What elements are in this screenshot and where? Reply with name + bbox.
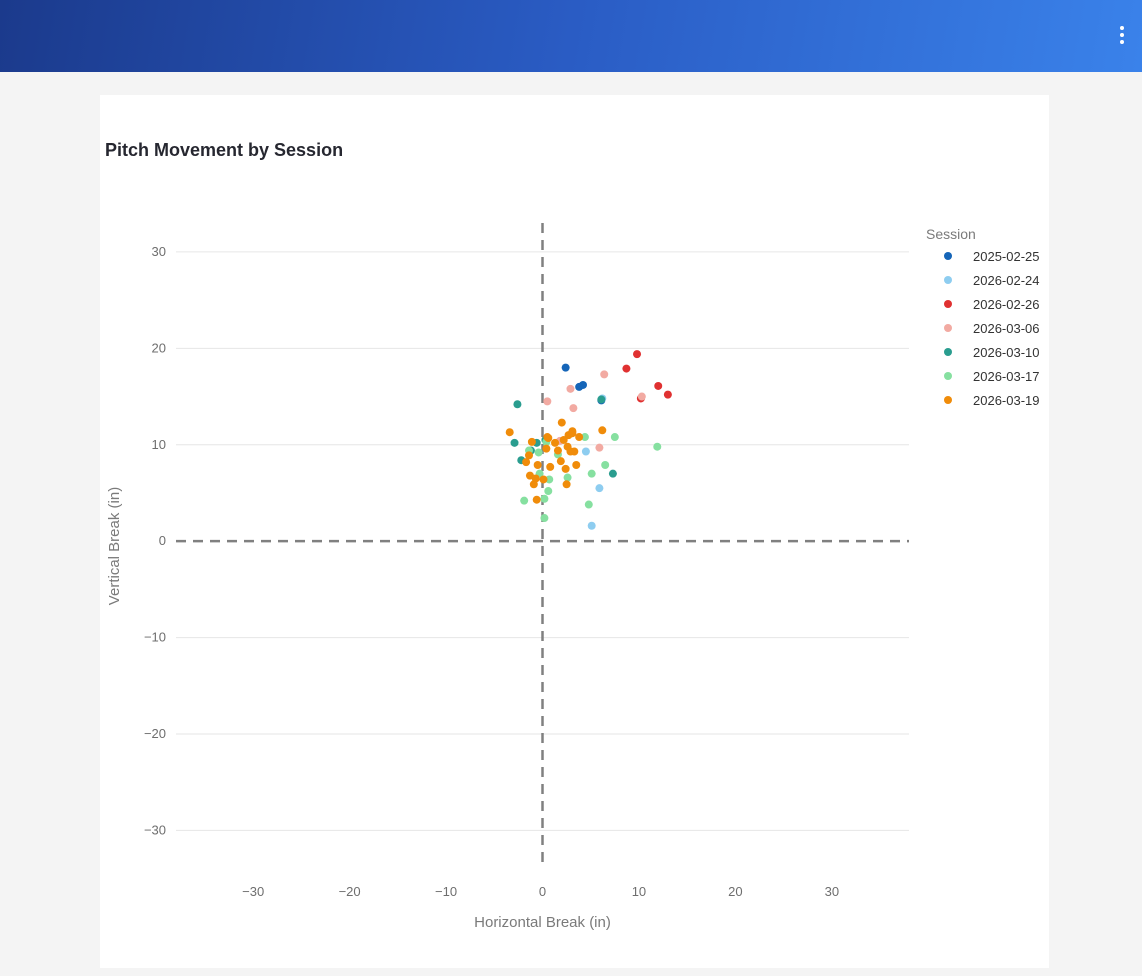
data-point xyxy=(557,418,566,427)
data-point xyxy=(540,514,549,523)
data-point xyxy=(544,434,553,443)
data-point xyxy=(575,433,584,442)
x-tick-label: 30 xyxy=(825,884,839,899)
data-point xyxy=(529,480,538,489)
data-point xyxy=(569,404,578,413)
x-tick-label: 20 xyxy=(728,884,742,899)
data-point xyxy=(553,446,562,455)
x-axis-label: Horizontal Break (in) xyxy=(474,914,611,931)
data-point xyxy=(566,384,575,393)
x-tick-label: −20 xyxy=(339,884,361,899)
x-tick-label: 10 xyxy=(632,884,646,899)
data-point xyxy=(551,438,560,447)
data-point xyxy=(580,433,589,442)
data-point xyxy=(545,475,554,484)
data-point xyxy=(595,484,604,493)
data-point xyxy=(505,428,514,437)
data-point xyxy=(587,469,596,478)
legend-entry-label: 2026-03-10 xyxy=(973,345,1040,360)
y-tick-label: 30 xyxy=(152,244,166,259)
legend-entry-label: 2026-03-19 xyxy=(973,393,1040,408)
legend-entry-label: 2026-03-17 xyxy=(973,369,1040,384)
chart-title: Pitch Movement by Session xyxy=(105,140,344,160)
data-point xyxy=(579,380,588,389)
data-point xyxy=(566,447,575,456)
y-tick-label: −10 xyxy=(144,630,166,645)
data-point xyxy=(563,473,572,482)
data-point xyxy=(527,437,536,446)
data-point xyxy=(546,462,555,471)
data-point xyxy=(637,392,646,401)
legend-entry-label: 2026-03-06 xyxy=(973,321,1040,336)
data-point xyxy=(532,495,541,504)
data-point xyxy=(559,435,568,444)
data-point xyxy=(540,494,549,503)
data-point xyxy=(581,447,590,456)
data-point xyxy=(622,364,631,373)
kebab-menu-icon[interactable] xyxy=(1114,22,1130,48)
legend-entry-label: 2025-02-25 xyxy=(973,249,1040,264)
data-point xyxy=(534,448,543,457)
y-tick-label: −30 xyxy=(144,822,166,837)
data-point xyxy=(556,457,565,466)
data-point xyxy=(520,496,529,505)
data-point xyxy=(600,370,609,379)
data-point xyxy=(539,475,548,484)
data-point xyxy=(510,438,519,447)
legend-marker xyxy=(944,372,952,380)
data-point xyxy=(533,461,542,470)
data-point xyxy=(513,400,522,409)
data-point xyxy=(561,363,570,372)
x-tick-label: −10 xyxy=(435,884,457,899)
legend-marker xyxy=(944,348,952,356)
menu-dot xyxy=(1120,26,1124,30)
y-tick-label: 20 xyxy=(152,340,166,355)
scatter-chart: 30 20 10 0 −10 −20 −30 −30 −20 −10 0 10 20 30 Horizont… xyxy=(106,223,1040,931)
data-point xyxy=(597,395,606,404)
data-point xyxy=(610,433,619,442)
app-header xyxy=(0,0,1142,72)
menu-dot xyxy=(1120,33,1124,37)
y-tick-label: −20 xyxy=(144,726,166,741)
data-point xyxy=(587,521,596,530)
legend-marker xyxy=(944,396,952,404)
menu-dot xyxy=(1120,40,1124,44)
y-axis-label: Vertical Break (in) xyxy=(106,487,123,605)
data-point xyxy=(654,381,663,390)
legend-marker xyxy=(944,300,952,308)
data-point xyxy=(608,469,617,478)
data-point xyxy=(561,464,570,473)
y-tick-label: 0 xyxy=(159,533,166,548)
data-point xyxy=(543,397,552,406)
legend-entry-label: 2026-02-26 xyxy=(973,297,1040,312)
x-tick-label: −30 xyxy=(242,884,264,899)
legend-title: Session xyxy=(926,226,976,242)
legend-marker xyxy=(944,324,952,332)
x-tick-label: 0 xyxy=(539,884,546,899)
data-point xyxy=(544,487,553,496)
data-point xyxy=(633,350,642,359)
data-point xyxy=(584,500,593,509)
y-tick-label: 10 xyxy=(152,437,166,452)
legend-entry-label: 2026-02-24 xyxy=(973,273,1040,288)
data-point xyxy=(663,390,672,399)
data-point xyxy=(653,442,662,451)
data-point xyxy=(598,426,607,435)
data-point xyxy=(601,461,610,470)
data-point xyxy=(595,443,604,452)
chart-card: Pitch Movement by Session 30 20 10 0 −10 −20 −… xyxy=(100,95,1049,968)
data-point xyxy=(572,461,581,470)
legend-marker xyxy=(944,252,952,260)
data-point xyxy=(522,458,531,467)
data-point xyxy=(568,429,577,438)
data-point xyxy=(562,480,571,489)
data-point xyxy=(524,451,533,460)
legend-marker xyxy=(944,276,952,284)
data-point xyxy=(542,444,551,453)
